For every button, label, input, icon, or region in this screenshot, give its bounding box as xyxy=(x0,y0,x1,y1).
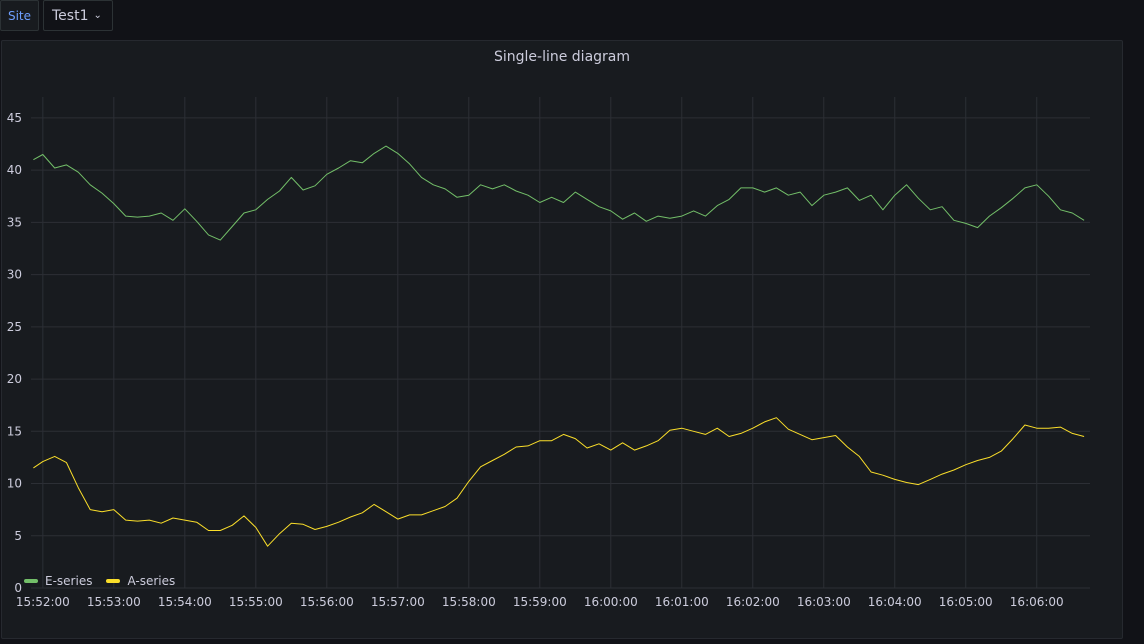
site-variable-dropdown[interactable]: Test1 ⌄ xyxy=(43,0,113,31)
legend-swatch-a-series xyxy=(106,579,121,583)
y-tick-label: 35 xyxy=(7,215,22,229)
x-tick-label: 15:54:00 xyxy=(158,595,212,609)
x-axis-ticks: 15:52:00 15:53:00 15:54:00 15:55:00 15:56:00… xyxy=(16,595,1064,609)
x-tick-label: 15:57:00 xyxy=(371,595,425,609)
x-tick-label: 16:04:00 xyxy=(868,595,922,609)
y-tick-label: 25 xyxy=(7,320,22,334)
x-tick-label: 15:59:00 xyxy=(513,595,567,609)
timeseries-panel: Single-line diagram xyxy=(1,40,1123,639)
site-selected-value: Test1 xyxy=(52,7,89,24)
y-tick-label: 10 xyxy=(7,477,22,491)
y-tick-label: 5 xyxy=(14,529,22,543)
legend-swatch-e-series xyxy=(24,579,38,583)
y-tick-label: 20 xyxy=(7,372,22,386)
variable-label-site: Site xyxy=(0,0,39,31)
y-axis-ticks: 0 5 10 15 20 25 30 35 40 45 xyxy=(7,111,22,595)
series-line-e-series xyxy=(33,145,1085,241)
x-tick-label: 15:56:00 xyxy=(300,595,354,609)
legend-item-e-series[interactable]: E-series xyxy=(24,574,92,588)
x-tick-label: 16:06:00 xyxy=(1010,595,1064,609)
x-tick-label: 16:00:00 xyxy=(584,595,638,609)
chevron-down-icon: ⌄ xyxy=(93,10,102,21)
x-tick-label: 16:02:00 xyxy=(726,595,780,609)
legend-label-e-series: E-series xyxy=(45,574,93,588)
y-tick-label: 15 xyxy=(7,424,22,438)
x-tick-label: 15:53:00 xyxy=(87,595,141,609)
x-tick-label: 16:03:00 xyxy=(797,595,851,609)
y-tick-label: 30 xyxy=(7,268,22,282)
panel-title: Single-line diagram xyxy=(493,49,631,65)
legend-label-a-series: A-series xyxy=(127,574,176,588)
x-tick-label: 15:55:00 xyxy=(229,595,283,609)
legend-item-a-series[interactable]: A-series xyxy=(106,574,175,588)
chart-grid xyxy=(31,97,1090,589)
chart-legend: E-series A-series xyxy=(24,574,175,588)
series-line-a-series xyxy=(33,417,1085,547)
x-tick-label: 15:52:00 xyxy=(16,595,70,609)
y-tick-label: 0 xyxy=(14,581,22,595)
y-tick-label: 40 xyxy=(7,163,22,177)
chart-series xyxy=(33,145,1085,547)
x-tick-label: 16:05:00 xyxy=(939,595,993,609)
y-tick-label: 45 xyxy=(7,111,22,125)
x-tick-label: 15:58:00 xyxy=(442,595,496,609)
x-tick-label: 16:01:00 xyxy=(655,595,709,609)
